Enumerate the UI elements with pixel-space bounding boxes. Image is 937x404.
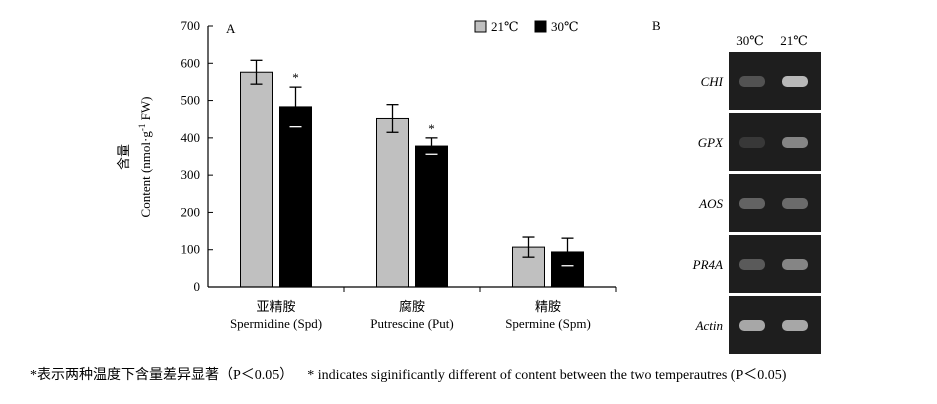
legend-label-21: 21℃ [491,19,519,34]
y-axis-title: 含量 Content (nmol·g-1 FW) [116,97,153,218]
panel-a-label: A [226,21,236,36]
gel-gene-label: CHI [701,74,724,89]
figure-caption: *表示两种温度下含量差异显著（P＜0.05） * indicates sigini… [30,364,786,384]
gel-row-pr4a [729,235,821,293]
gel-band-21 [782,320,808,331]
y-tick-label: 300 [181,167,201,182]
gel-band-21 [782,198,808,209]
y-axis: 0 100 200 300 400 500 600 700 [181,18,213,294]
x-tick-label-en: Spermidine (Spd) [230,316,322,331]
y-tick-label: 600 [181,55,201,70]
x-tick-label-cn: 亚精胺 [256,299,295,314]
panel-b-label: B [652,18,661,33]
x-tick-label-en: Putrescine (Put) [370,316,453,331]
y-tick-label: 400 [181,130,201,145]
gel-row-actin [729,296,821,354]
bar [376,117,409,288]
x-tick-label-en: Spermine (Spm) [505,316,591,331]
significance-mark: * [292,70,299,85]
y-axis-title-cn: 含量 [116,144,131,170]
bar [415,145,448,288]
gel-row-chi [729,52,821,110]
gel-band-30 [739,198,765,209]
y-tick-label: 100 [181,242,201,257]
x-tick-label-cn: 腐胺 [399,299,425,314]
gel-column-30: 30℃ [736,33,764,48]
gel-gene-label: Actin [695,318,723,333]
legend-swatch-30 [534,20,547,33]
y-tick-label: 500 [181,93,201,108]
y-axis-title-en: Content (nmol·g-1 FW) [137,97,153,218]
significance-mark: * [428,121,435,136]
caption-cn: *表示两种温度下含量差异显著（P＜0.05） [30,368,294,383]
gel-gene-label: PR4A [692,257,723,272]
x-axis: 亚精胺 Spermidine (Spd) 腐胺 Putrescine (Put) 精胺 S… [208,286,617,331]
y-tick-label: 0 [194,279,201,294]
gel-row-aos [729,174,821,232]
bars: ** [240,59,584,288]
gel-band-30 [739,76,765,87]
x-tick-label-cn: 精胺 [535,299,561,314]
bar [240,71,273,288]
gel-band-21 [782,137,808,148]
gel-band-21 [782,259,808,270]
caption-en: * indicates siginificantly different of … [307,368,787,383]
figure: A 含量 Content (nmol·g-1 FW) 0 100 200 300 400… [116,18,821,354]
legend-label-30: 30℃ [551,19,579,34]
gel-band-30 [739,137,765,148]
gel-gene-label: GPX [698,135,724,150]
gel-gene-label: AOS [698,196,723,211]
gel-row-gpx [729,113,821,171]
gel-band-21 [782,76,808,87]
bar [279,106,312,288]
legend: 21℃ 30℃ [474,19,579,34]
gel-column-21: 21℃ [780,33,808,48]
gel-band-30 [739,259,765,270]
gel-band-30 [739,320,765,331]
legend-swatch-21 [474,20,487,33]
y-tick-label: 200 [181,204,201,219]
gel-panel: CHI GPX AOS PR4A Actin [692,52,821,354]
y-tick-label: 700 [181,18,201,33]
